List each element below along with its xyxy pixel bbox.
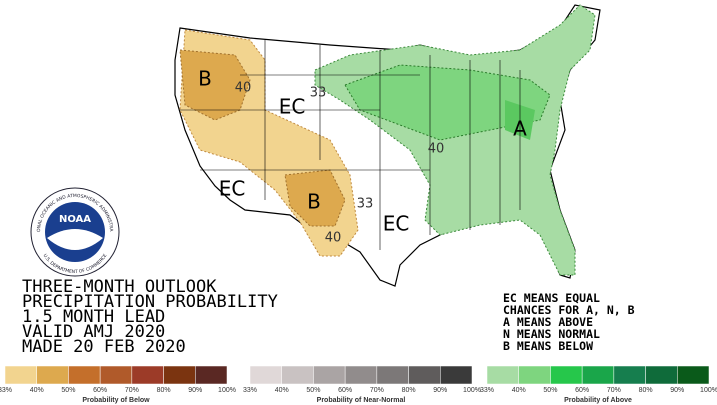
map-label: 40 (235, 81, 252, 96)
legend-tick-label: 70% (125, 387, 139, 394)
legend-tick-label: 70% (370, 387, 384, 394)
legend-title: Probability of Below (82, 397, 150, 404)
note-line: B MEANS BELOW (503, 339, 593, 353)
note-line: A MEANS ABOVE (503, 315, 593, 329)
legend-swatch (195, 365, 228, 385)
title-line: PRECIPITATION PROBABILITY (22, 292, 278, 312)
map-label: A (513, 117, 527, 141)
map-label: B (198, 67, 212, 91)
legend-swatch (440, 365, 473, 385)
legend-swatch (313, 365, 346, 385)
map-label: 33 (310, 86, 327, 101)
legend-swatch (550, 365, 583, 385)
legend-swatch (36, 365, 69, 385)
note-line: N MEANS NORMAL (503, 327, 600, 341)
legend-tick-label: 80% (639, 387, 653, 394)
legend-tick-label: 50% (61, 387, 75, 394)
legend-swatch (486, 365, 519, 385)
legend-tick-label: 70% (607, 387, 621, 394)
logo-name: NOAA (59, 214, 91, 225)
legend-tick-label: 60% (575, 387, 589, 394)
legend-title: Probability of Near-Normal (317, 397, 406, 404)
legend-tick-label: 33% (243, 387, 257, 394)
legend-swatch (249, 365, 282, 385)
legend-tick-label: 100% (463, 387, 481, 394)
legend-tick-label: 50% (543, 387, 557, 394)
legend-swatch (376, 365, 409, 385)
legend-tick-label: 100% (700, 387, 717, 394)
legend-swatch (518, 365, 551, 385)
legend-swatch (163, 365, 196, 385)
legend-tick-label: 33% (480, 387, 494, 394)
legend-tick-label: 40% (512, 387, 526, 394)
legend-swatch (68, 365, 101, 385)
legend-swatch (131, 365, 164, 385)
map-label: EC (383, 212, 410, 236)
map-label: EC (279, 95, 306, 119)
map-label: 40 (428, 142, 445, 157)
title-line: THREE-MONTH OUTLOOK (22, 277, 217, 297)
legend-tick-label: 90% (670, 387, 684, 394)
legend-swatch (99, 365, 133, 385)
legend-swatch (581, 365, 615, 385)
legend-swatch (613, 365, 646, 385)
legend-tick-label: 50% (306, 387, 320, 394)
title-block: THREE-MONTH OUTLOOK PRECIPITATION PROBAB… (22, 277, 278, 357)
legend-swatch (281, 365, 314, 385)
logo-gull (47, 229, 103, 250)
legend-tick-label: 40% (30, 387, 44, 394)
title-line: 1.5 MONTH LEAD (22, 307, 165, 327)
map-label: 33 (357, 197, 374, 212)
note-line: EC MEANS EQUAL (503, 291, 600, 305)
legend-swatch (4, 365, 37, 385)
legend-title: Probability of Above (564, 397, 632, 404)
above-region-40 (344, 64, 551, 141)
legend-tick-label: 90% (433, 387, 447, 394)
legend-swatch (344, 365, 378, 385)
legend-swatch (645, 365, 678, 385)
map-label: B (307, 190, 321, 214)
legend-tick-label: 90% (188, 387, 202, 394)
title-line: VALID AMJ 2020 (22, 322, 165, 342)
title-line: MADE 20 FEB 2020 (22, 337, 186, 357)
state-lines (180, 40, 521, 250)
map-label: 40 (325, 231, 342, 246)
legend-swatch (408, 365, 441, 385)
legend-tick-label: 80% (402, 387, 416, 394)
legend-tick-label: 40% (275, 387, 289, 394)
map-label: EC (219, 177, 246, 201)
legend-swatch (677, 365, 710, 385)
legend-tick-label: 80% (157, 387, 171, 394)
legend-tick-label: 100% (218, 387, 236, 394)
legend-tick-label: 60% (93, 387, 107, 394)
legend-tick-label: 60% (338, 387, 352, 394)
note-block: EC MEANS EQUAL CHANCES FOR A, N, B A MEA… (503, 291, 635, 353)
legend-tick-label: 33% (0, 387, 12, 394)
note-line: CHANCES FOR A, N, B (503, 303, 635, 317)
